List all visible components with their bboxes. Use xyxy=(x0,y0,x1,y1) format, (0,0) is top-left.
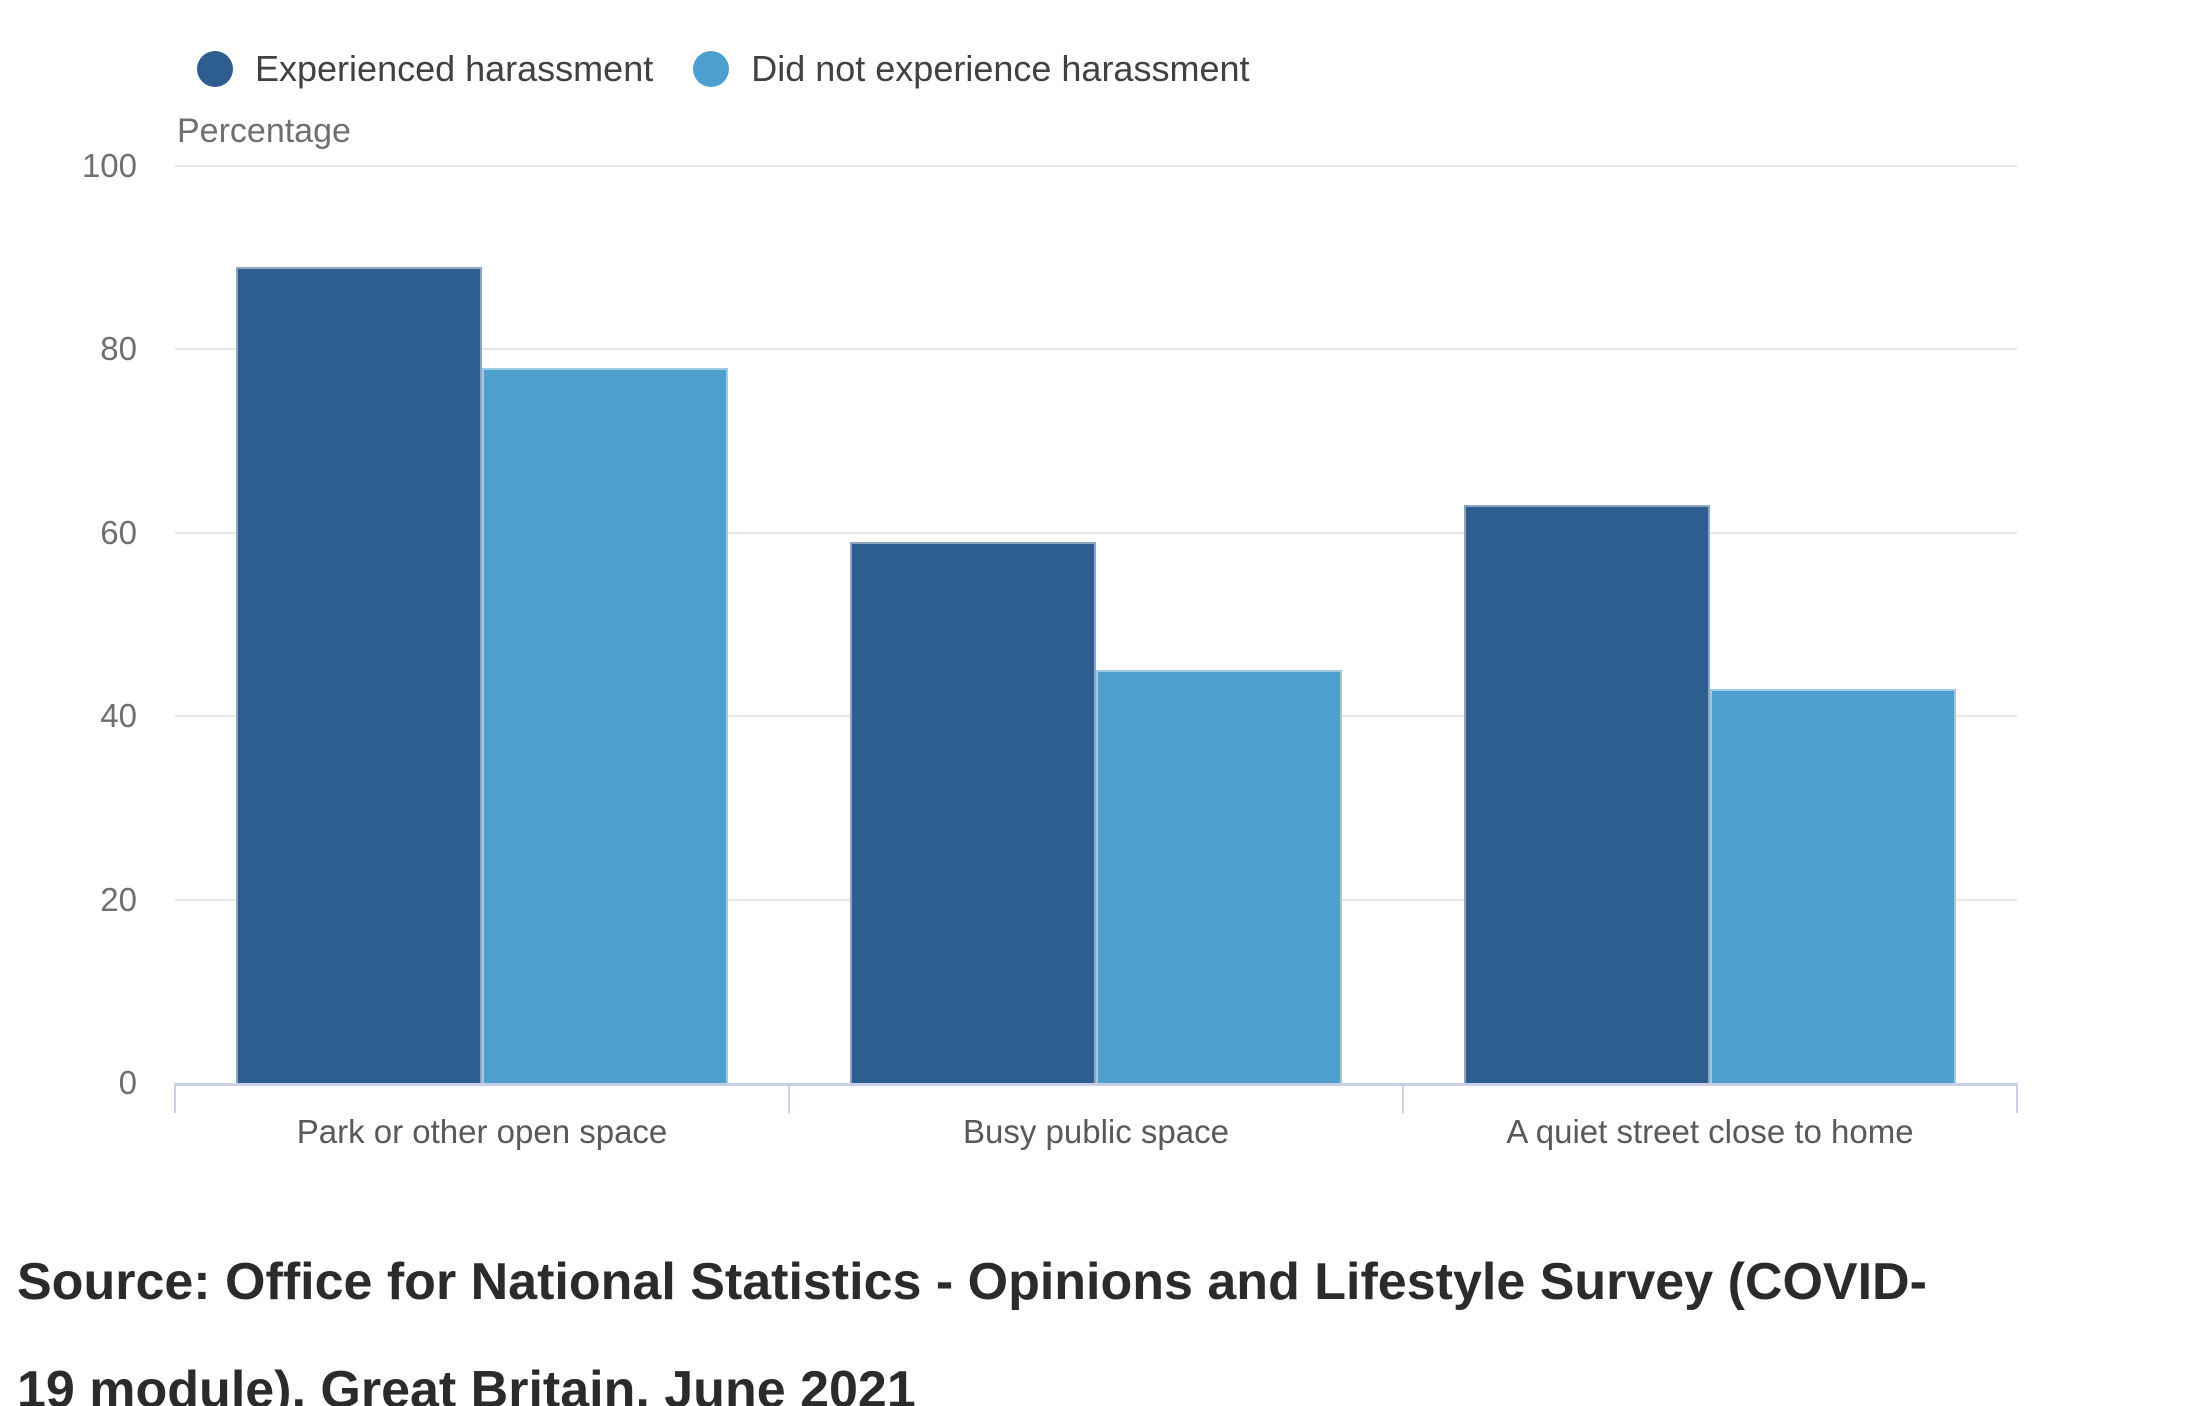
x-axis-tick xyxy=(1402,1083,1404,1113)
gridline xyxy=(175,531,2017,534)
y-axis-tick-label: 100 xyxy=(81,147,137,184)
x-axis-tick xyxy=(174,1083,176,1113)
bar[interactable] xyxy=(482,367,728,1083)
y-axis-tick-label: 20 xyxy=(100,880,137,918)
legend-swatch-dark-blue-icon xyxy=(197,51,233,87)
x-axis-tick xyxy=(2016,1083,2018,1113)
y-axis-tick-label: 80 xyxy=(100,330,137,368)
y-axis-tick-label: 40 xyxy=(100,697,137,735)
source-text: Source: Office for National Statistics -… xyxy=(17,1228,2187,1406)
bar[interactable] xyxy=(1464,505,1710,1083)
legend-label: Did not experience harassment xyxy=(751,48,1250,89)
bar[interactable] xyxy=(1710,688,1956,1083)
legend-item-did-not-experience-harassment[interactable]: Did not experience harassment xyxy=(693,48,1250,90)
bar[interactable] xyxy=(850,541,1096,1083)
chart-legend: Experienced harassment Did not experienc… xyxy=(197,48,1250,90)
y-axis-title: Percentage xyxy=(177,112,351,150)
bar[interactable] xyxy=(236,266,482,1083)
x-axis-category-label: Busy public space xyxy=(963,1113,1229,1150)
legend-item-experienced-harassment[interactable]: Experienced harassment xyxy=(197,48,653,90)
x-axis-line xyxy=(175,1083,2017,1086)
y-axis-tick-label: 60 xyxy=(100,513,137,551)
gridline xyxy=(175,165,2017,167)
bar[interactable] xyxy=(1096,670,1342,1083)
x-axis-category-label: A quiet street close to home xyxy=(1506,1113,1914,1150)
source-text-line2: 19 module), Great Britain, June 2021 xyxy=(17,1361,916,1406)
x-axis-tick xyxy=(788,1083,790,1113)
x-axis-category-label: Park or other open space xyxy=(296,1113,668,1150)
source-text-line1: Source: Office for National Statistics -… xyxy=(17,1253,1927,1311)
legend-swatch-light-blue-icon xyxy=(693,51,730,87)
legend-label: Experienced harassment xyxy=(255,48,654,89)
gridline xyxy=(175,348,2017,351)
y-axis-tick-label: 0 xyxy=(118,1064,137,1101)
